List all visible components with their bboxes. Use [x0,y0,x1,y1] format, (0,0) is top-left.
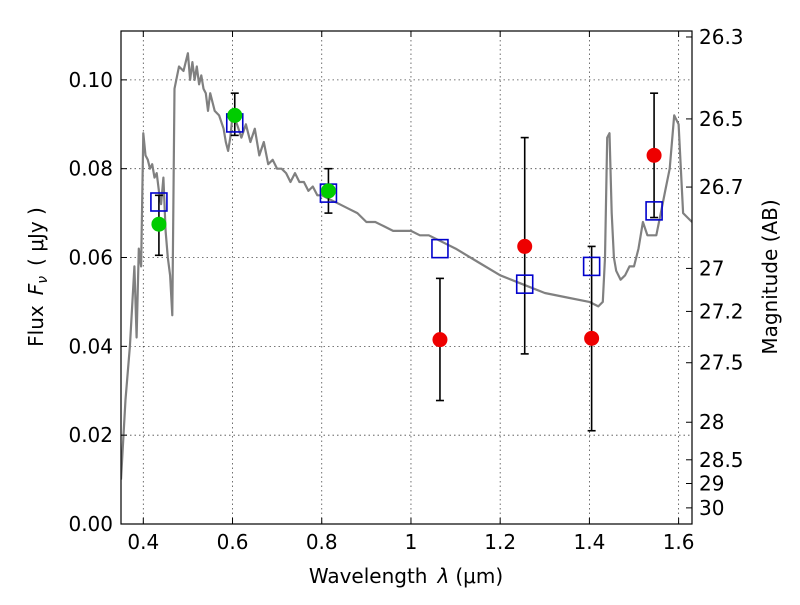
observed-flux-point [517,238,533,254]
observed-flux-point [646,147,662,163]
x-tick-label: 1.4 [573,530,605,554]
y2-tick-label: 27 [699,256,724,280]
grid-lines [121,31,692,525]
x-tick-label: 1.6 [663,530,695,554]
model-photometry-square [431,238,449,259]
model-photometry-square [645,201,663,221]
y-tick-label: 0.00 [68,512,113,536]
x-axis-title-prefix: Wavelength [309,564,428,588]
x-tick-label: 1.2 [484,530,516,554]
spectrum-line [121,52,692,480]
observed-flux-point [151,216,167,232]
y2-tick-label: 29 [699,471,724,495]
plot-data [121,52,692,480]
x-tick-label: 0.8 [306,530,338,554]
model-photometry-square [150,192,168,212]
y-tick-label: 0.08 [68,157,113,181]
y-axis-title-unit: ( μJy ) [24,207,48,266]
model-photometry-square [515,274,534,294]
y2-tick-label: 27.5 [699,351,744,375]
observed-flux-point [584,330,600,346]
plot-frame [120,30,693,525]
y-axis-title-prefix: Flux [24,305,48,347]
y-tick-label: 0.10 [68,68,113,92]
y2-tick-label: 27.2 [699,299,744,323]
y-axis-title-symbol: F [24,283,48,295]
y-tick-label: 0.06 [68,246,113,270]
y-tick-label: 0.04 [68,334,113,358]
observed-flux-point [320,183,336,199]
y-axis-title: Flux Fν ( μJy ) [24,207,51,347]
y2-tick-label: 26.5 [699,107,744,131]
y-axis-title-subscript: ν [35,276,51,284]
observed-flux-point [432,332,448,348]
x-axis-title-symbol: λ [437,564,450,588]
y-tick-label: 0.02 [68,423,113,447]
model-photometry-square [582,256,601,277]
y2-tick-label: 26.7 [699,175,744,199]
observed-flux-point [227,107,243,123]
y2-tick-label: 30 [699,496,724,520]
y2-tick-label: 28.5 [699,448,744,472]
y2-axis-title: Magnitude (AB) [758,199,782,354]
x-tick-label: 0.4 [127,530,159,554]
y2-tick-label: 28 [699,410,724,434]
x-axis-title: Wavelength λ (μm) [309,564,503,588]
x-tick-label: 1 [405,530,418,554]
x-tick-label: 0.6 [217,530,249,554]
x-axis-title-unit: (μm) [455,564,503,588]
axis-ticks: 0.4 0.6 0.8 1 1.2 1.4 1.6 0.00 0.02 0.04 0.06 0.08 0… [68,25,743,554]
y2-tick-label: 26.3 [699,25,744,49]
